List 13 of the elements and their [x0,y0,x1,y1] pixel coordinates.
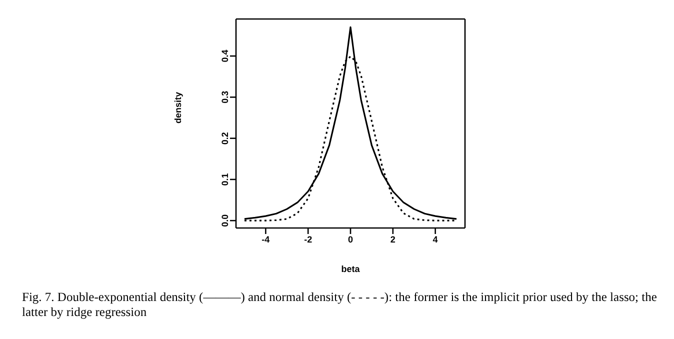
y-axis-title: density [173,92,184,124]
caption: Fig. 7. Double-exponential density (———) and normal density (- - - - -): the former is the implicit prior used by the lasso; the latter by ridge regression [22,290,658,320]
x-tick-label: -4 [262,234,270,244]
y-tick-label: 0.0 [220,214,230,227]
y-tick-label: 0.3 [220,90,230,104]
y-tick-label: 0.2 [220,132,230,145]
y-tick-label: 0.1 [220,173,230,186]
x-tick-label: 2 [390,234,396,244]
y-tick-label: 0.4 [220,50,230,62]
x-tick-label: -2 [304,234,312,244]
x-tick-label: 0 [348,234,354,244]
x-axis-title: beta [341,264,361,274]
x-tick-label: 4 [432,234,438,244]
